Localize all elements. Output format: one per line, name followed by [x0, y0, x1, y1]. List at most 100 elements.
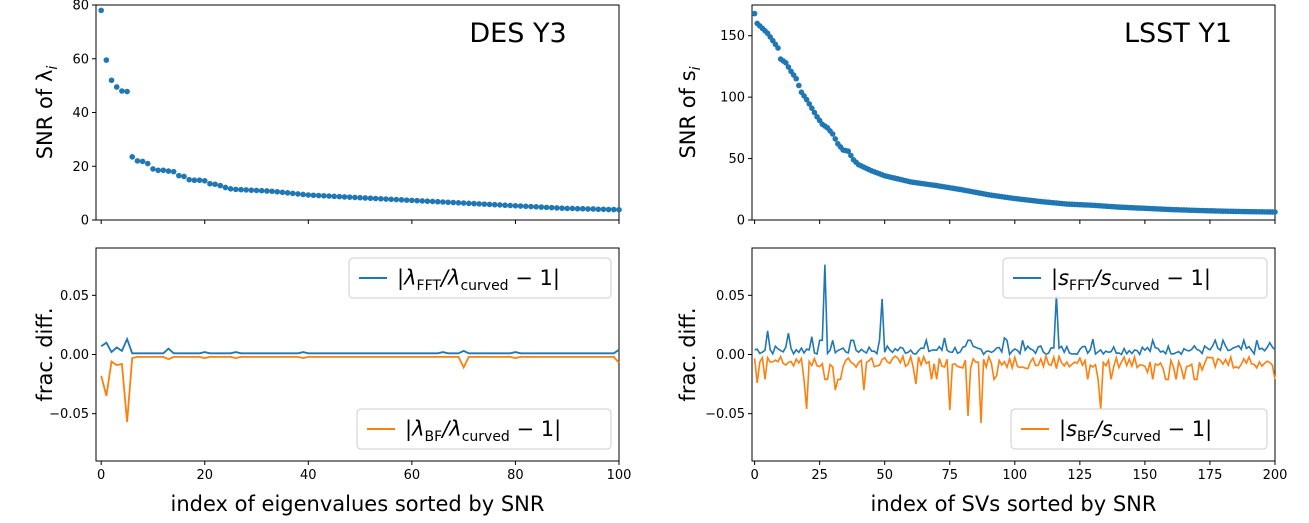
- legend-legend_bottom: |sBF/scurved − 1|: [1010, 408, 1268, 450]
- axes-lsst_bottom: 0 25 50 75 100 125 150 175 200 −0.05 0.00 0.05: [705, 247, 1287, 483]
- data-point: [191, 177, 198, 184]
- data-point: [751, 10, 758, 17]
- data-point: [310, 192, 317, 199]
- data-point: [170, 168, 177, 175]
- legend-label-end: − 1|: [1161, 417, 1212, 442]
- data-point: [554, 205, 560, 211]
- x-tick-label: 75: [941, 468, 958, 483]
- data-point: [181, 173, 187, 180]
- legend-label-mid: /s: [1093, 417, 1113, 441]
- y-tick-label: −0.05: [49, 407, 89, 422]
- y-tick-label: 60: [72, 52, 89, 67]
- legend-label: |λFFT/λcurved − 1|: [397, 266, 560, 294]
- y-axis-label-main: SNR of s: [676, 70, 700, 158]
- data-point: [227, 186, 234, 192]
- data-point: [331, 193, 337, 200]
- data-point: [796, 82, 802, 89]
- data-point: [590, 206, 596, 212]
- data-point: [569, 205, 576, 212]
- data-point: [440, 199, 446, 205]
- legend-legend_bottom: |λBF/λcurved − 1|: [356, 408, 612, 450]
- data-point: [315, 192, 322, 199]
- legend-label-text: |s: [1059, 417, 1077, 442]
- x-tick-label: 175: [1198, 468, 1223, 483]
- data-point: [414, 197, 420, 204]
- x-tick-label: 0: [97, 468, 105, 483]
- data-point: [119, 88, 125, 94]
- data-point: [502, 202, 508, 209]
- data-point: [388, 196, 394, 203]
- y-axis-label: SNR of si: [676, 66, 704, 158]
- data-point: [445, 199, 451, 206]
- data-point: [559, 205, 565, 211]
- data-point: [793, 75, 800, 82]
- data-point: [486, 201, 493, 208]
- y-axis-label-main: frac. diff.: [676, 307, 700, 401]
- legend-label-sub2: curved: [460, 278, 508, 294]
- legend-legend_top: |sFFT/scurved − 1|: [1002, 257, 1268, 299]
- y-tick-label: 20: [72, 160, 89, 175]
- data-point: [497, 202, 503, 208]
- data-point: [809, 105, 815, 111]
- x-tick-label: 150: [1132, 468, 1157, 483]
- data-point: [585, 206, 591, 212]
- data-point: [507, 202, 514, 209]
- plot-frame: [751, 247, 1276, 462]
- data-point: [207, 180, 213, 187]
- y-axis-label: SNR of λi: [33, 66, 61, 160]
- data-point: [258, 187, 265, 194]
- y-tick-label: 0.05: [60, 289, 89, 304]
- data-point: [803, 96, 810, 103]
- data-point: [832, 136, 839, 142]
- data-point: [548, 204, 555, 211]
- y-tick-label: 100: [720, 91, 745, 106]
- data-point: [600, 206, 607, 213]
- data-point: [528, 203, 534, 210]
- data-point: [134, 158, 141, 164]
- data-point: [253, 187, 260, 194]
- series-des-points: [98, 7, 622, 213]
- y-tick-label: 150: [720, 29, 745, 44]
- data-point: [491, 201, 498, 208]
- panel-annotation: DES Y3: [469, 18, 566, 49]
- data-point: [264, 188, 270, 194]
- legend-box: [348, 257, 612, 299]
- data-point: [186, 176, 193, 183]
- axes-lsst_top: 0 50 100 150: [720, 4, 1276, 229]
- data-point: [238, 186, 244, 193]
- series-lsst-points: [751, 10, 1278, 215]
- data-point: [829, 131, 836, 137]
- y-tick-label: 0: [81, 214, 89, 229]
- y-axis-label-main: frac. diff.: [33, 307, 57, 401]
- series-line-bf: [100, 356, 620, 422]
- data-point: [305, 192, 312, 198]
- legend-label: |sBF/scurved − 1|: [1059, 417, 1212, 445]
- legend-box: [1010, 408, 1268, 450]
- data-point: [98, 7, 104, 14]
- data-point: [212, 181, 218, 188]
- legend-label-sub2: curved: [1113, 429, 1161, 445]
- data-point: [424, 198, 431, 204]
- x-tick-label: 50: [876, 468, 893, 483]
- data-point: [450, 199, 457, 206]
- legend-label: |sFFT/scurved − 1|: [1051, 266, 1211, 294]
- data-point: [378, 195, 384, 202]
- data-point: [471, 200, 477, 207]
- legend-label-sub1: BF: [425, 429, 443, 445]
- x-tick-label: 40: [300, 468, 317, 483]
- data-point: [248, 187, 255, 193]
- y-tick-label: 0: [737, 214, 745, 229]
- data-point: [543, 204, 550, 211]
- data-point: [129, 154, 136, 160]
- data-point: [564, 205, 571, 212]
- data-point: [605, 206, 612, 213]
- data-point: [295, 191, 301, 197]
- legend-legend_top: |λFFT/λcurved − 1|: [348, 257, 612, 299]
- data-point: [362, 195, 369, 201]
- data-point: [1272, 209, 1278, 215]
- data-point: [113, 84, 120, 90]
- legend-label-sub2: curved: [462, 429, 510, 445]
- data-point: [139, 158, 146, 165]
- data-point: [383, 196, 389, 202]
- data-point: [579, 205, 586, 212]
